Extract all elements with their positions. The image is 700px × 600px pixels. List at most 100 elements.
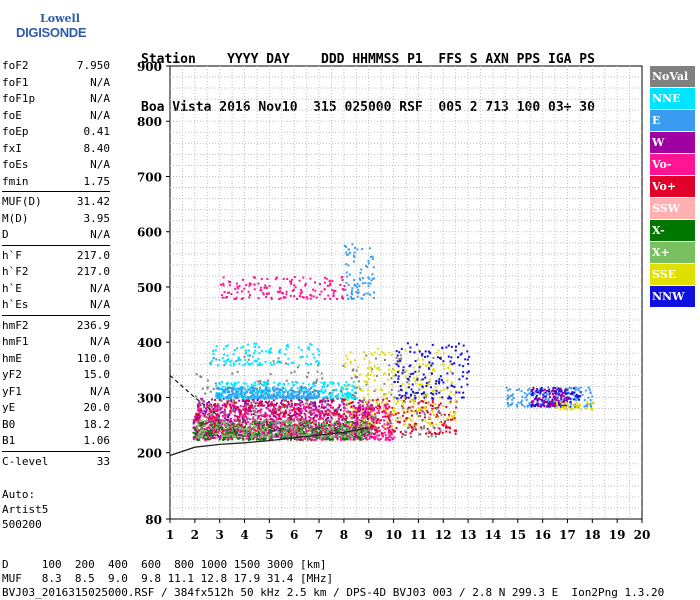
echo-point <box>339 284 342 286</box>
echo-point <box>317 391 320 394</box>
echo-point <box>230 293 233 295</box>
echo-point <box>427 435 430 438</box>
echo-point <box>409 410 412 413</box>
echo-point <box>253 387 256 390</box>
echo-point <box>323 420 326 423</box>
echo-point <box>308 416 311 419</box>
echo-point <box>423 412 426 415</box>
echo-point <box>344 362 347 365</box>
echo-point <box>268 390 271 393</box>
echo-point <box>372 419 375 422</box>
echo-point <box>418 411 421 414</box>
echo-point <box>230 422 232 425</box>
echo-point <box>350 433 353 436</box>
echo-point <box>204 430 207 433</box>
echo-point <box>216 427 219 430</box>
echo-point <box>438 391 441 394</box>
echo-point <box>326 384 329 387</box>
echo-point <box>543 399 546 402</box>
echo-point <box>242 433 245 436</box>
echo-point <box>462 396 465 399</box>
echo-point <box>250 404 253 407</box>
echo-point <box>272 418 275 421</box>
echo-point <box>439 396 441 399</box>
echo-point <box>257 416 260 419</box>
echo-point <box>309 391 312 394</box>
echo-point <box>291 409 294 412</box>
echo-point <box>428 367 430 370</box>
echo-point <box>318 293 321 296</box>
echo-point <box>387 412 390 415</box>
echo-point <box>405 391 407 394</box>
echo-point <box>386 426 389 429</box>
echo-point <box>451 384 454 387</box>
echo-point <box>284 399 287 402</box>
echo-point <box>341 432 343 435</box>
echo-point <box>231 433 234 436</box>
echo-point <box>285 344 288 347</box>
echo-point <box>220 419 223 422</box>
echo-point <box>276 394 279 396</box>
echo-point <box>410 430 413 433</box>
echo-point <box>222 385 225 388</box>
echo-point <box>329 282 332 285</box>
echo-point <box>508 396 511 399</box>
param-value: 217.0 <box>76 265 110 278</box>
echo-point <box>384 406 387 408</box>
echo-point <box>221 404 224 407</box>
echo-point <box>579 404 582 407</box>
echo-point <box>397 397 400 400</box>
echo-point <box>229 360 232 363</box>
echo-point <box>308 348 311 351</box>
echo-point <box>344 430 347 432</box>
echo-point <box>363 351 366 353</box>
echo-point <box>296 298 299 300</box>
echo-point <box>404 370 407 373</box>
echo-point <box>315 436 318 439</box>
echo-point <box>319 431 321 434</box>
echo-point <box>365 423 368 426</box>
echo-point <box>228 399 231 402</box>
echo-point <box>349 251 351 254</box>
echo-point <box>352 404 355 407</box>
param-name: foF1 <box>2 75 29 89</box>
echo-point <box>537 405 540 407</box>
echo-point <box>224 405 227 408</box>
echo-point <box>551 404 554 406</box>
echo-point <box>420 400 423 402</box>
echo-point <box>341 419 344 421</box>
echo-point <box>263 393 266 396</box>
echo-point <box>353 406 356 409</box>
echo-point <box>318 437 321 440</box>
echo-point <box>214 398 217 401</box>
echo-point <box>399 354 402 357</box>
echo-point <box>355 369 358 372</box>
echo-point <box>547 386 550 389</box>
echo-point <box>427 401 430 404</box>
echo-point <box>340 391 343 393</box>
echo-point <box>307 426 310 429</box>
echo-point <box>376 431 379 434</box>
echo-point <box>248 349 250 352</box>
param-row: foEs N/A <box>2 157 110 174</box>
echo-point <box>272 425 275 427</box>
echo-point <box>301 400 304 403</box>
echo-point <box>283 404 286 406</box>
echo-point <box>235 433 238 436</box>
echo-point <box>226 354 229 357</box>
echo-point <box>376 398 379 401</box>
echo-point <box>392 375 395 377</box>
echo-point <box>367 393 370 396</box>
echo-point <box>251 391 254 394</box>
echo-point <box>243 434 246 437</box>
echo-point <box>281 390 284 393</box>
echo-point <box>218 392 221 395</box>
echo-point <box>255 438 258 441</box>
echo-point <box>285 293 288 296</box>
echo-point <box>349 423 352 426</box>
echo-point <box>238 417 241 420</box>
echo-point <box>376 411 379 414</box>
echo-point <box>454 429 457 432</box>
echo-point <box>383 372 386 375</box>
echo-point <box>534 404 537 407</box>
